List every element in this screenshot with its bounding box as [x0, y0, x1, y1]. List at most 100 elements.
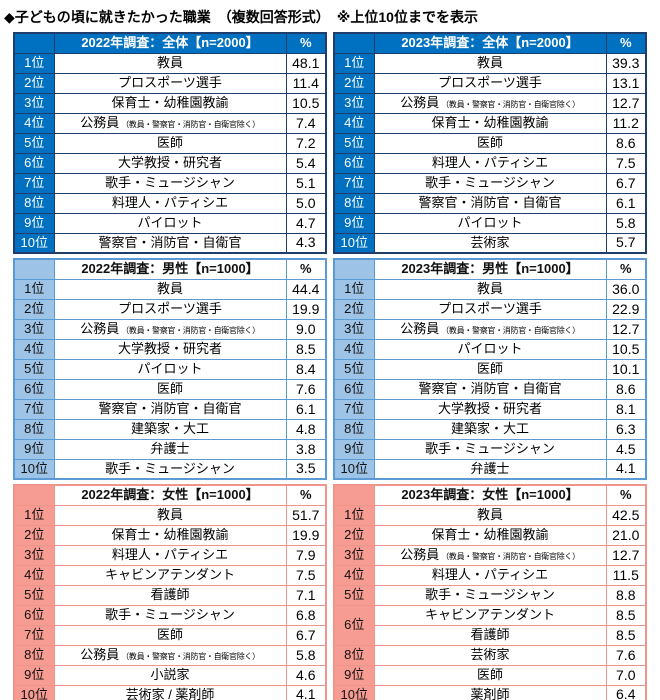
percent-cell: 10.1	[605, 358, 647, 380]
table-row: 6位 医師 7.6	[13, 378, 327, 400]
rank-cell: 3位	[13, 92, 55, 114]
job-name: キャビンアテンダント	[104, 567, 235, 583]
percent-header: %	[605, 258, 647, 280]
rank-cell: 1位	[333, 52, 375, 74]
job-name: パイロット	[457, 341, 523, 357]
job-cell: 歌手・ミュージシャン	[53, 458, 287, 480]
job-name: 警察官・消防官・自衛官	[418, 381, 562, 397]
percent-cell: 3.8	[285, 438, 327, 460]
table-row: 5位 医師 7.2	[13, 132, 327, 154]
job-name: 料理人・パティシエ	[431, 567, 549, 583]
job-note: （教員・警察官・消防官・自衛官除く）	[441, 100, 580, 110]
table-row: 7位 歌手・ミュージシャン 5.1	[13, 172, 327, 194]
job-cell: 歌手・ミュージシャン	[373, 584, 607, 606]
job-cell: 歌手・ミュージシャン	[53, 604, 287, 626]
job-name: 芸術家 / 薬剤師	[125, 686, 215, 700]
table-row: 1位 教員 48.1	[13, 52, 327, 74]
job-name: 小説家	[150, 667, 190, 683]
percent-header: %	[605, 484, 647, 506]
job-name: 大学教授・研究者	[437, 401, 542, 417]
job-name: プロスポーツ選手	[118, 301, 222, 317]
rank-cell: 10位	[333, 232, 375, 254]
header-row: 2022年調査：全体【n=2000】 %	[13, 32, 327, 54]
job-cell: 小説家	[53, 664, 287, 686]
table-header: 2023年調査：全体【n=2000】	[373, 32, 607, 54]
job-name: 教員	[156, 281, 183, 297]
rank-cell: 2位	[13, 524, 55, 546]
job-cell: 警察官・消防官・自衛官	[373, 192, 607, 214]
job-name: 弁護士	[470, 460, 510, 476]
percent-cell: 4.1	[285, 684, 327, 700]
rank-cell: 10位	[13, 232, 55, 254]
table-row: 9位 小説家 4.6	[13, 664, 327, 686]
job-cell: 料理人・パティシエ	[53, 544, 287, 566]
percent-cell: 8.5	[605, 604, 647, 626]
rank-cell: 5位	[13, 358, 55, 380]
rank-cell: 4位	[13, 564, 55, 586]
percent-cell: 7.9	[285, 544, 327, 566]
table-row: 3位 公務員 （教員・警察官・消防官・自衛官除く） 12.7	[333, 318, 647, 340]
table-row: 6位 警察官・消防官・自衛官 8.6	[333, 378, 647, 400]
percent-cell: 4.6	[285, 664, 327, 686]
rank-cell: 2位	[13, 298, 55, 320]
percent-cell: 10.5	[605, 338, 647, 360]
rank-cell: 6位	[333, 378, 375, 400]
table-row: 2位 プロスポーツ選手 22.9	[333, 298, 647, 320]
job-name: プロスポーツ選手	[438, 301, 542, 317]
table-row: 8位 芸術家 7.6	[333, 644, 647, 666]
percent-cell: 8.5	[285, 338, 327, 360]
job-name: 公務員	[400, 321, 440, 337]
job-cell: 建築家・大工	[53, 418, 287, 440]
job-name: プロスポーツ選手	[118, 75, 222, 91]
rank-cell: 10位	[333, 458, 375, 480]
table-row: 3位 公務員 （教員・警察官・消防官・自衛官除く） 12.7	[333, 92, 647, 114]
percent-cell: 5.8	[605, 212, 647, 234]
table-row: 10位 警察官・消防官・自衛官 4.3	[13, 232, 327, 254]
job-cell: 芸術家 / 薬剤師	[53, 684, 287, 700]
rank-cell: 1位	[13, 52, 55, 74]
table-row: 6位 歌手・ミュージシャン 6.8	[13, 604, 327, 626]
rank-cell: 5位	[333, 132, 375, 154]
table-row: 5位 看護師 7.1	[13, 584, 327, 606]
rank-cell: 1位	[13, 278, 55, 300]
job-name: 看護師	[150, 587, 190, 603]
job-name: 公務員	[400, 547, 440, 563]
job-cell: 公務員 （教員・警察官・消防官・自衛官除く）	[373, 92, 607, 114]
rank-cell: 3位	[333, 92, 375, 114]
table-row: 7位 歌手・ミュージシャン 6.7	[333, 172, 647, 194]
job-note: （教員・警察官・消防官・自衛官除く）	[121, 652, 260, 662]
table-row: 6位 大学教授・研究者 5.4	[13, 152, 327, 174]
tables-grid: 2022年調査：全体【n=2000】 % 1位 教員 48.1 2位 プロスポーツ選手 1…	[0, 32, 660, 700]
job-name: 公務員	[400, 95, 440, 111]
job-name: 保育士・幼稚園教諭	[431, 527, 549, 543]
percent-cell: 19.9	[285, 298, 327, 320]
rank-cell: 6位	[333, 604, 375, 646]
job-name: 歌手・ミュージシャン	[425, 441, 555, 457]
table-row: 2位 保育士・幼稚園教諭 19.9	[13, 524, 327, 546]
rank-cell: 7位	[13, 624, 55, 646]
job-name: 大学教授・研究者	[117, 155, 222, 171]
table-header: 2022年調査：女性【n=1000】	[53, 484, 287, 506]
job-cell: 薬剤師	[373, 684, 607, 700]
percent-header: %	[605, 32, 647, 54]
job-name: 教員	[156, 507, 183, 523]
percent-header: %	[285, 484, 327, 506]
job-cell: パイロット	[53, 212, 287, 234]
job-name: 歌手・ミュージシャン	[105, 460, 235, 476]
job-cell: 弁護士	[373, 458, 607, 480]
table-row: 3位 公務員 （教員・警察官・消防官・自衛官除く） 9.0	[13, 318, 327, 340]
table-row: 5位 医師 8.6	[333, 132, 647, 154]
job-cell: 医師	[373, 358, 607, 380]
job-cell: 警察官・消防官・自衛官	[53, 232, 287, 254]
table-row: 9位 医師 7.0	[333, 664, 647, 686]
table-row: 看護師 8.5	[334, 624, 647, 646]
table-row: 3位 保育士・幼稚園教諭 10.5	[13, 92, 327, 114]
rank-cell: 1位	[13, 504, 55, 526]
job-cell: 教員	[53, 278, 287, 300]
table-row: 1位 教員 42.5	[333, 504, 647, 526]
table-row: 1位 教員 36.0	[333, 278, 647, 300]
header-row: 2023年調査：男性【n=1000】 %	[333, 258, 647, 280]
rank-cell: 1位	[333, 504, 375, 526]
table-row: 9位 弁護士 3.8	[13, 438, 327, 460]
job-name: 医師	[156, 135, 183, 151]
